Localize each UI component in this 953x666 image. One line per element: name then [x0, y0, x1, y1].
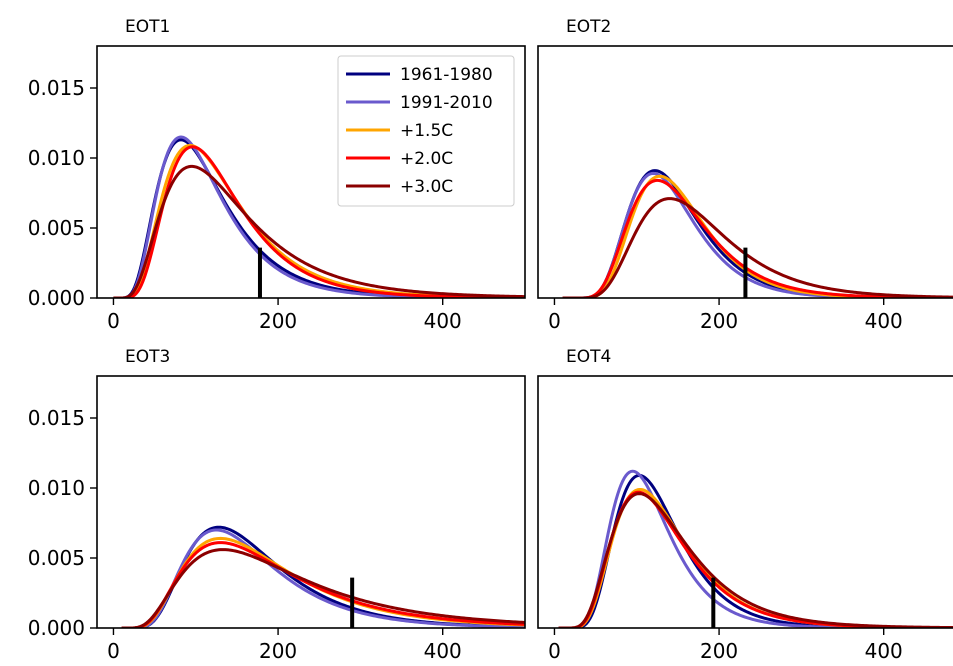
- legend-label: 1961-1980: [400, 65, 493, 85]
- x-tick-label: 200: [259, 639, 297, 663]
- plot-area: [121, 525, 525, 628]
- y-tick-label: 0.015: [28, 406, 85, 430]
- x-tick-label: 0: [107, 309, 120, 333]
- y-tick-label: 0.010: [28, 146, 85, 170]
- y-tick-label: 0.005: [28, 546, 85, 570]
- x-tick-label: 400: [865, 309, 903, 333]
- panel-title: EOT4: [566, 347, 611, 367]
- x-tick-label: 0: [548, 309, 561, 333]
- y-tick-label: 0.000: [28, 286, 85, 310]
- y-axis: 0.000 0.005 0.010 0.015: [28, 406, 97, 640]
- y-tick-label: 0.000: [28, 616, 85, 640]
- plot-area: [113, 135, 525, 298]
- panel-eot3: EOT3 0 200 400 0.000 0.005 0.010 0.015: [28, 347, 526, 663]
- legend-label: +3.0C: [400, 177, 453, 197]
- axes-frame: [96, 375, 526, 629]
- axes-frame: [537, 45, 953, 299]
- legend-label: 1991-2010: [400, 93, 493, 113]
- x-axis: 0 200 400: [548, 298, 903, 333]
- x-tick-label: 0: [107, 639, 120, 663]
- legend: 1961-1980 1991-2010 +1.5C +2.0C +3.0C: [337, 55, 515, 207]
- y-tick-label: 0.005: [28, 216, 85, 240]
- x-tick-label: 200: [259, 309, 297, 333]
- x-axis: 0 200 400: [548, 628, 903, 663]
- panel-eot4: EOT4 0 200 400: [537, 347, 953, 663]
- x-tick-label: 200: [700, 639, 738, 663]
- legend-frame: [337, 55, 515, 207]
- series-line--1-5c: [121, 536, 525, 628]
- series-line--3-0c: [113, 164, 525, 298]
- series-line--2-0c: [113, 145, 525, 298]
- axes-frame: [537, 375, 953, 629]
- y-tick-label: 0.010: [28, 476, 85, 500]
- series-line--3-0c: [558, 492, 953, 628]
- x-tick-label: 400: [865, 639, 903, 663]
- series-line--3-0c: [121, 548, 525, 628]
- panel-title: EOT2: [566, 17, 611, 37]
- axes-frame: [96, 45, 526, 299]
- y-axis: 0.000 0.005 0.010 0.015: [28, 76, 97, 310]
- x-tick-label: 0: [548, 639, 561, 663]
- plot-area: [558, 469, 953, 628]
- legend-label: +2.0C: [400, 149, 453, 169]
- plot-area: [562, 169, 953, 298]
- series-line-1961-1980: [121, 525, 525, 628]
- panel-eot1: EOT1 0 200 400 0.000 0.005 0.010 0.015: [28, 17, 526, 333]
- series-line--3-0c: [562, 197, 953, 298]
- panel-eot2: EOT2 0 200 400: [537, 17, 953, 333]
- series-line--2-0c: [121, 541, 525, 628]
- legend-label: +1.5C: [400, 121, 453, 141]
- panel-title: EOT3: [125, 347, 170, 367]
- series-line-1991-2010: [121, 528, 525, 628]
- panel-title: EOT1: [125, 17, 170, 37]
- x-tick-label: 400: [424, 639, 462, 663]
- x-axis: 0 200 400: [107, 298, 462, 333]
- y-tick-label: 0.015: [28, 76, 85, 100]
- x-axis: 0 200 400: [107, 628, 462, 663]
- x-tick-label: 200: [700, 309, 738, 333]
- x-tick-label: 400: [424, 309, 462, 333]
